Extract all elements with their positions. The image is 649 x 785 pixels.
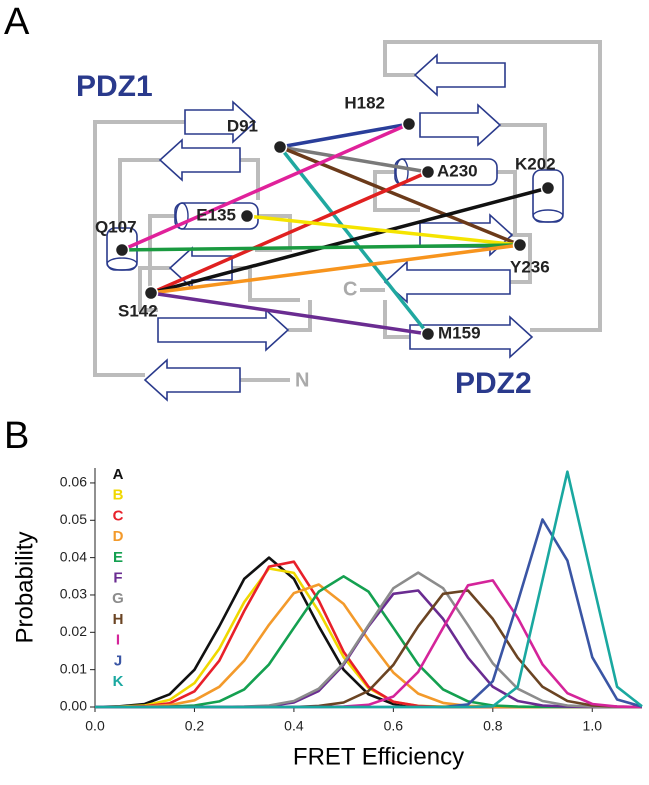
x-axis-label: FRET Efficiency — [293, 743, 464, 770]
x-tick-label: 0.4 — [284, 718, 304, 734]
residue-marker — [239, 208, 255, 224]
beta-strand — [419, 103, 502, 147]
y-tick-label: 0.02 — [60, 623, 87, 639]
legend-entry: A — [113, 466, 124, 483]
residue-marker — [540, 180, 556, 196]
beta-strand — [383, 260, 511, 304]
loop — [510, 233, 532, 284]
loop — [148, 214, 175, 300]
loop — [230, 266, 300, 302]
fret-pair — [150, 291, 429, 336]
loop — [383, 300, 410, 339]
helix — [532, 169, 564, 223]
residue-label: A230 — [437, 161, 478, 180]
legend-entry: G — [112, 590, 124, 607]
x-tick-label: 0.8 — [483, 718, 503, 734]
residue-marker — [114, 242, 130, 258]
x-tick-label: 1.0 — [583, 718, 603, 734]
beta-strand — [143, 358, 241, 402]
loop — [93, 120, 185, 377]
y-tick-label: 0.01 — [60, 660, 87, 676]
fret-pair — [150, 186, 549, 295]
y-tick-label: 0.06 — [60, 474, 87, 490]
legend-entry: C — [113, 507, 124, 524]
legend-entry: D — [113, 528, 124, 545]
fret-pair — [279, 145, 429, 174]
residue-label: S142 — [118, 301, 158, 320]
legend-entry: H — [113, 611, 124, 628]
fret-pair — [150, 170, 429, 295]
loop — [495, 170, 517, 235]
residue-label: M159 — [438, 323, 481, 342]
loop — [373, 170, 420, 212]
beta-strand — [158, 138, 241, 182]
domain-label: PDZ2 — [455, 367, 532, 400]
fret-pair — [121, 122, 410, 252]
legend-entry: F — [113, 569, 122, 586]
legend-entry: E — [113, 549, 123, 566]
residue-marker — [420, 164, 436, 180]
x-tick-label: 0.0 — [85, 718, 105, 734]
x-tick-label: 0.2 — [185, 718, 205, 734]
terminus: N — [295, 369, 309, 391]
series-line — [95, 518, 643, 709]
residue-marker — [143, 285, 159, 301]
fret-pair — [279, 122, 410, 149]
x-tick-label: 0.6 — [384, 718, 404, 734]
residue-label: K202 — [515, 154, 556, 173]
domain-label: PDZ1 — [76, 70, 153, 103]
y-tick-label: 0.03 — [60, 586, 87, 602]
loop — [118, 158, 160, 232]
series-line — [95, 589, 643, 709]
loop — [288, 300, 312, 332]
y-tick-label: 0.00 — [60, 698, 87, 714]
y-axis-label: Probability — [11, 531, 38, 643]
beta-strand — [413, 53, 506, 97]
residue-marker — [401, 116, 417, 132]
residue-label: E135 — [196, 205, 236, 224]
helix-end — [106, 257, 138, 271]
beta-strand — [157, 308, 290, 352]
loop — [138, 266, 170, 312]
residue-label: D91 — [227, 116, 258, 135]
loop — [500, 123, 547, 175]
loop — [383, 40, 602, 332]
y-tick-label: 0.04 — [60, 548, 87, 564]
fret-pair — [246, 214, 521, 247]
beta-strand — [184, 100, 257, 144]
helix — [394, 158, 498, 186]
legend-entry: I — [116, 632, 120, 649]
residue-marker — [512, 237, 528, 253]
legend-entry: B — [113, 487, 124, 504]
y-tick-label: 0.05 — [60, 511, 87, 527]
panel-label: B — [4, 415, 29, 457]
helix-end — [532, 209, 564, 223]
residue-label: Q107 — [95, 217, 137, 236]
residue-label: Y236 — [510, 257, 550, 276]
terminus: C — [343, 278, 357, 300]
residue-marker — [272, 139, 288, 155]
beta-strand — [409, 315, 534, 359]
legend-entry: K — [113, 673, 124, 690]
helix-end — [175, 202, 189, 230]
legend-entry: J — [114, 652, 122, 669]
fret-pair — [121, 243, 521, 252]
panel-label: A — [4, 1, 30, 43]
series-line — [95, 470, 643, 709]
residue-label: H182 — [344, 93, 385, 112]
fret-pair — [150, 243, 521, 295]
residue-marker — [420, 326, 436, 342]
